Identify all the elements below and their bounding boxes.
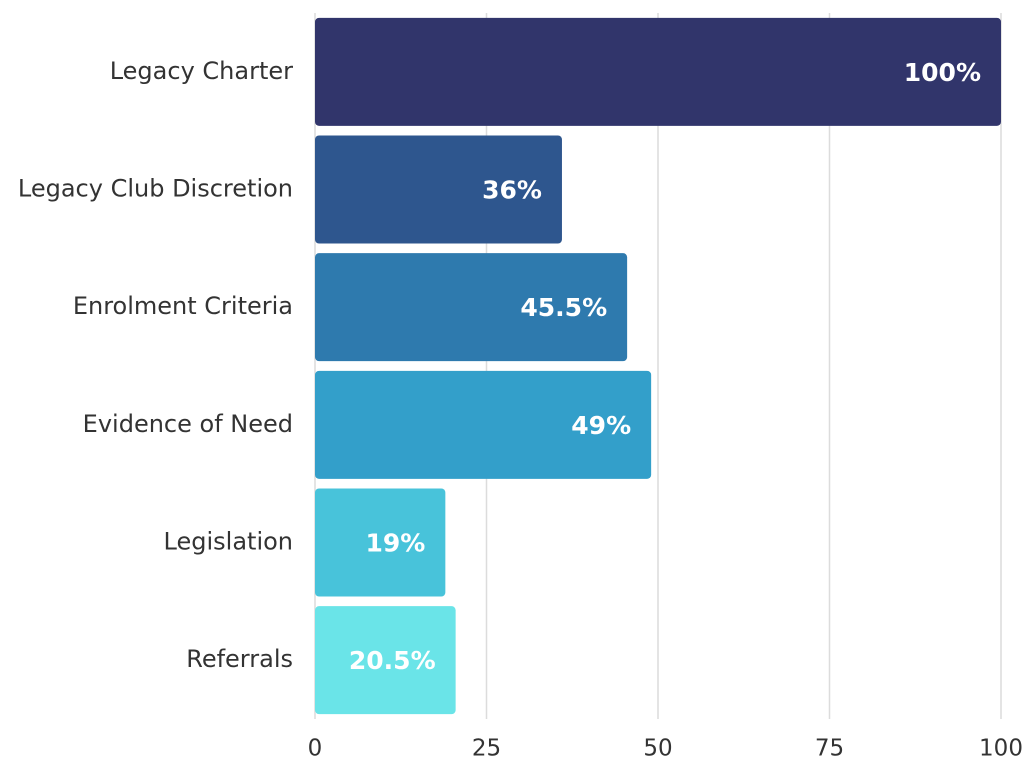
bar — [315, 17, 1001, 126]
x-tick-label: 25 — [472, 736, 501, 762]
y-tick-label: Legacy Club Discretion — [18, 175, 293, 203]
x-tick-label: 75 — [815, 736, 844, 762]
value-label: 36% — [482, 176, 542, 205]
bar — [315, 253, 628, 362]
value-label: 100% — [904, 58, 981, 87]
x-tick-label: 50 — [643, 736, 672, 762]
y-tick-label: Legacy Charter — [110, 57, 293, 85]
value-label: 19% — [365, 529, 425, 558]
bar — [315, 488, 446, 597]
y-tick-label: Enrolment Criteria — [73, 292, 293, 320]
value-label: 45.5% — [520, 293, 607, 322]
x-tick-label: 0 — [308, 736, 323, 762]
bar — [315, 606, 456, 715]
value-label: 49% — [571, 411, 631, 440]
y-tick-label: Evidence of Need — [83, 410, 293, 438]
y-tick-label: Legislation — [164, 528, 293, 556]
value-label: 20.5% — [349, 646, 436, 675]
bar — [315, 370, 652, 479]
bar — [315, 135, 562, 244]
y-tick-label: Referrals — [186, 645, 293, 673]
x-tick-label: 100 — [979, 736, 1023, 762]
